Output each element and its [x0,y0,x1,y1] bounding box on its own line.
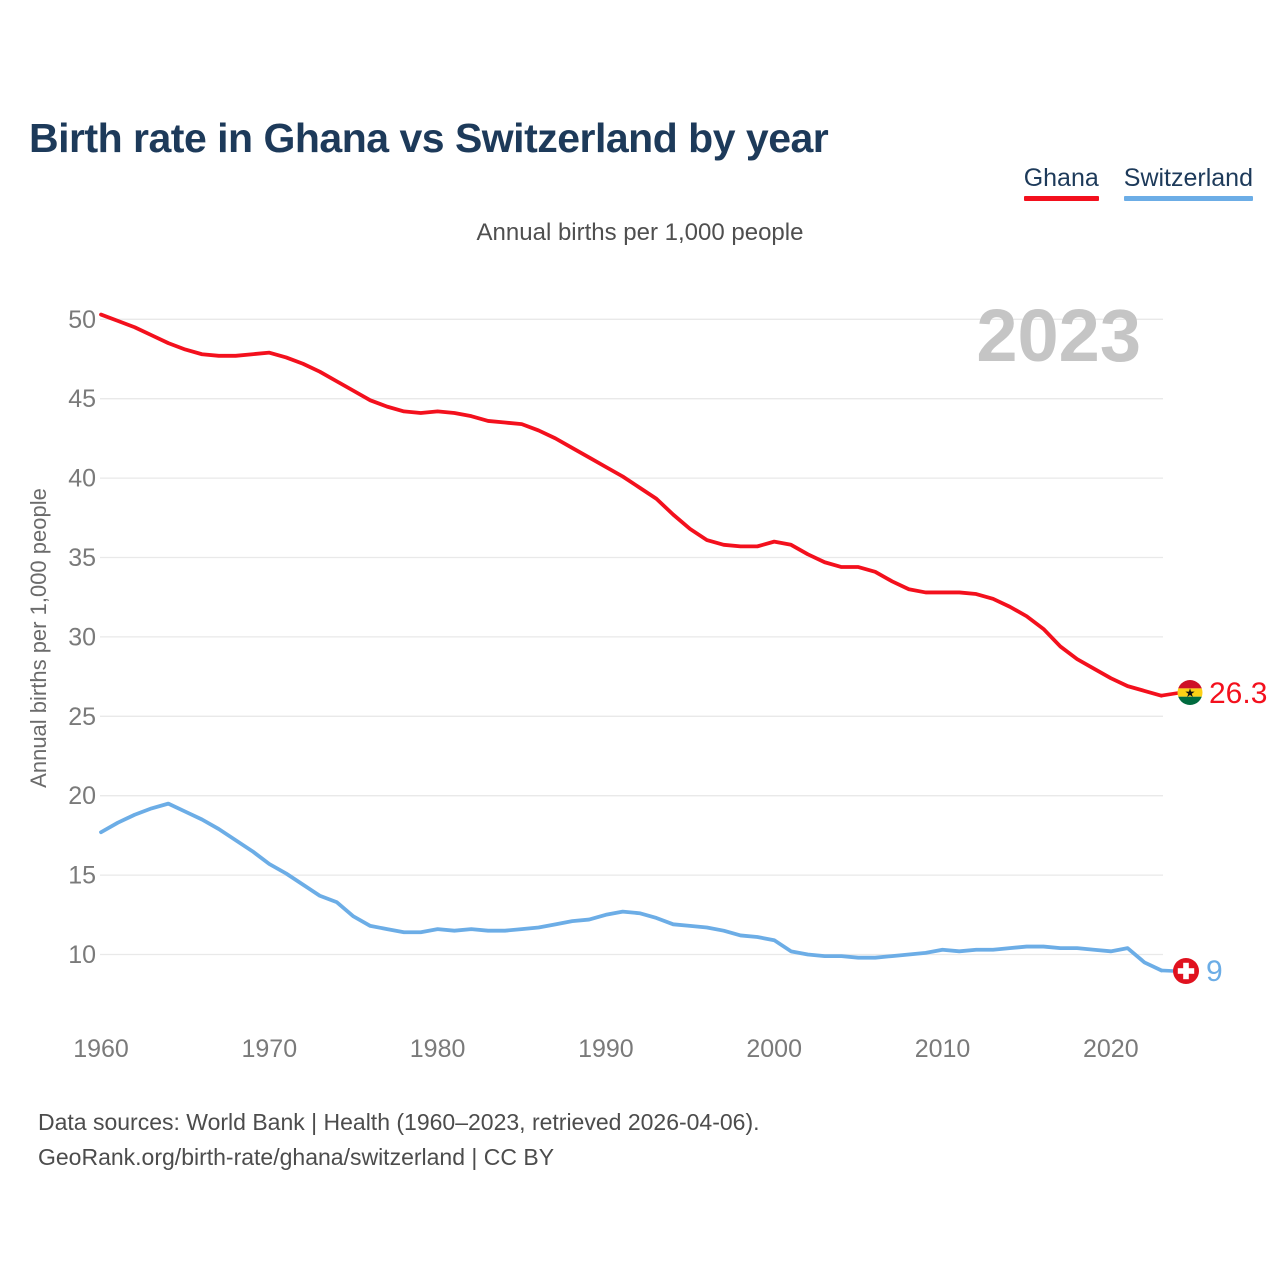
ghana-end-value: 26.3 [1209,677,1267,710]
x-tick-2000: 2000 [746,1035,802,1063]
y-tick-40: 40 [68,465,96,493]
switzerland-flag-icon [1160,958,1199,984]
source-line-1: Data sources: World Bank | Health (1960–… [38,1109,760,1135]
y-tick-15: 15 [68,862,96,890]
x-tick-2010: 2010 [915,1035,971,1063]
x-tick-1960: 1960 [73,1035,129,1063]
x-tick-1970: 1970 [241,1035,297,1063]
legend-label-switzerland: Switzerland [1123,164,1253,192]
legend-item-switzerland[interactable]: Switzerland [1123,164,1253,201]
watermark-year: 2023 [976,294,1141,377]
legend-swatch-switzerland [1123,195,1253,201]
y-axis-tick-labels: 10 15 20 25 30 35 40 45 50 [68,306,96,969]
ghana-line-end-connector [1160,691,1179,698]
legend-label-ghana: Ghana [1023,164,1099,192]
ghana-star-icon: ★ [1185,686,1196,700]
ghana-flag-icon: ★ [1160,680,1203,705]
x-axis-tick-labels: 1960 1970 1980 1990 2000 2010 2020 [73,1035,1138,1063]
y-tick-10: 10 [68,941,96,969]
y-tick-20: 20 [68,782,96,810]
source-line-2: GeoRank.org/birth-rate/ghana/switzerland… [38,1144,555,1170]
y-tick-50: 50 [68,306,96,334]
y-axis-title: Annual births per 1,000 people [26,488,51,788]
ghana-series-line [99,312,1164,698]
data-series-lines [99,312,1164,973]
gridlines [100,318,1163,956]
switzerland-series-line [99,801,1164,973]
x-tick-2020: 2020 [1083,1035,1139,1063]
y-tick-30: 30 [68,623,96,651]
x-tick-1980: 1980 [410,1035,466,1063]
page-title: Birth rate in Ghana vs Switzerland by ye… [29,115,829,162]
y-tick-45: 45 [68,385,96,413]
data-source-note: Data sources: World Bank | Health (1960–… [38,1105,760,1175]
switzerland-line-end-connector [1160,968,1175,973]
legend: Ghana Switzerland [1023,164,1253,201]
chart-subtitle: Annual births per 1,000 people [476,219,804,246]
y-tick-25: 25 [68,703,96,731]
y-tick-35: 35 [68,544,96,572]
legend-swatch-ghana [1023,195,1099,201]
switzerland-end-value: 9 [1206,955,1223,988]
legend-item-ghana[interactable]: Ghana [1023,164,1099,201]
x-tick-1990: 1990 [578,1035,634,1063]
